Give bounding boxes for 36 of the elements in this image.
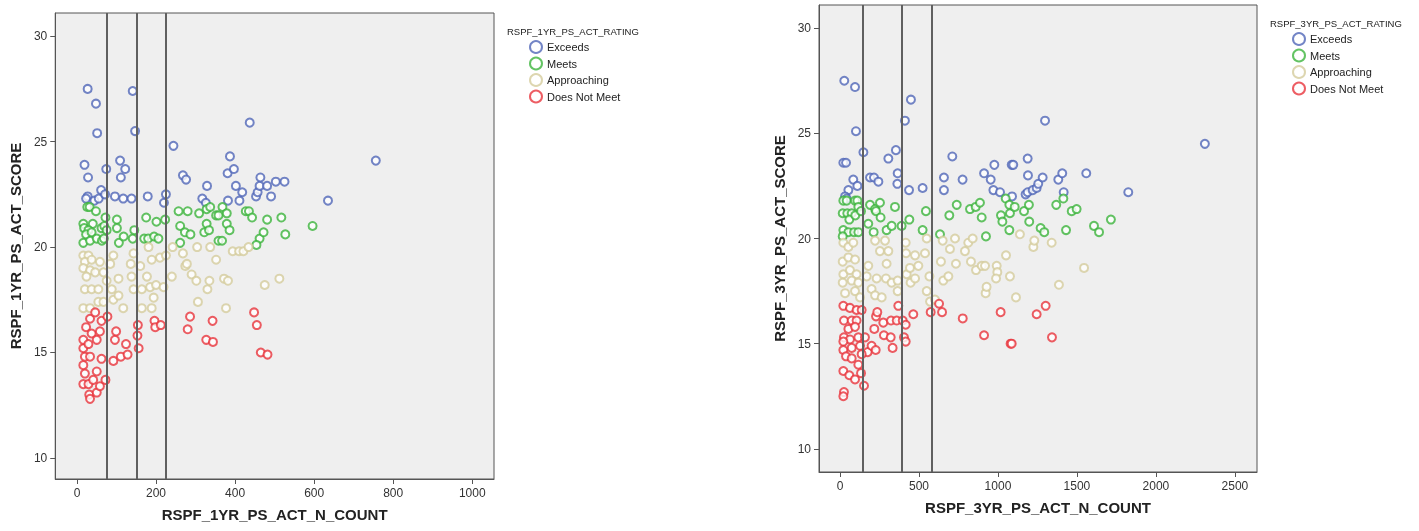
y-tick-label: 30 xyxy=(33,29,48,44)
x-tick-label: 1000 xyxy=(458,486,486,500)
legend-label: Does Not Meet xyxy=(547,90,621,103)
x-axis-title: RSPF_3YR_PS_ACT_N_COUNT xyxy=(925,499,1151,516)
x-tick-label: 800 xyxy=(383,486,404,500)
x-axis-title: RSPF_1YR_PS_ACT_N_COUNT xyxy=(161,506,388,523)
y-tick-label: 15 xyxy=(33,345,48,360)
legend-label: Approaching xyxy=(1310,66,1372,78)
legend-label: Does Not Meet xyxy=(1310,82,1384,95)
y-tick-label: 10 xyxy=(797,441,812,456)
legend-title: RSPF_3YR_PS_ACT_RATING xyxy=(1270,17,1402,29)
x-tick-label: 500 xyxy=(908,479,930,493)
y-axis-title: RSPF_3YR_PS_ACT_SCORE xyxy=(770,135,788,342)
legend-label: Meets xyxy=(1310,49,1341,62)
x-tick-label: 2000 xyxy=(1142,479,1170,493)
x-tick-label: 2500 xyxy=(1221,479,1249,493)
y-tick-label: 30 xyxy=(797,21,812,36)
y-tick-label: 25 xyxy=(33,134,48,149)
x-tick-label: 600 xyxy=(304,486,325,500)
legend-label: Meets xyxy=(547,57,578,70)
y-tick-label: 25 xyxy=(797,126,812,141)
x-tick-label: 0 xyxy=(73,486,81,500)
legend-label: Exceeds xyxy=(547,41,590,53)
y-axis-title: RSPF_1YR_PS_ACT_SCORE xyxy=(7,142,24,350)
y-tick-label: 20 xyxy=(33,240,48,255)
x-tick-label: 1500 xyxy=(1063,479,1091,493)
x-tick-label: 0 xyxy=(836,479,844,493)
y-tick-label: 15 xyxy=(797,336,812,351)
y-tick-label: 10 xyxy=(33,450,48,465)
x-tick-label: 200 xyxy=(146,486,167,500)
legend-label: Exceeds xyxy=(1310,33,1353,45)
legend-title: RSPF_1YR_PS_ACT_RATING xyxy=(507,25,639,37)
y-tick-label: 20 xyxy=(797,231,812,246)
x-tick-label: 400 xyxy=(225,486,246,500)
legend-label: Approaching xyxy=(547,74,609,86)
x-tick-label: 1000 xyxy=(984,479,1012,493)
